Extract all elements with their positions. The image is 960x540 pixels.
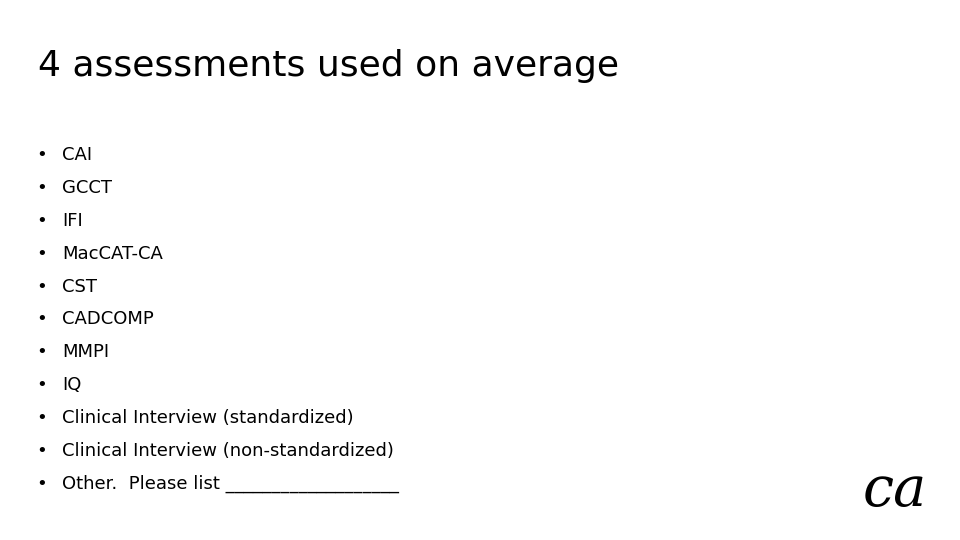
- Text: •: •: [36, 179, 47, 197]
- Text: 4 assessments used on average: 4 assessments used on average: [38, 49, 619, 83]
- Text: •: •: [36, 442, 47, 460]
- Text: Other.  Please list ___________________: Other. Please list ___________________: [62, 475, 399, 494]
- Text: •: •: [36, 212, 47, 230]
- Text: •: •: [36, 409, 47, 427]
- Text: •: •: [36, 245, 47, 262]
- Text: CST: CST: [62, 278, 97, 295]
- Text: ca: ca: [862, 464, 926, 518]
- Text: MMPI: MMPI: [62, 343, 109, 361]
- Text: MacCAT-CA: MacCAT-CA: [62, 245, 163, 262]
- Text: CAI: CAI: [62, 146, 92, 164]
- Text: •: •: [36, 475, 47, 493]
- Text: •: •: [36, 310, 47, 328]
- Text: •: •: [36, 146, 47, 164]
- Text: Clinical Interview (standardized): Clinical Interview (standardized): [62, 409, 354, 427]
- Text: Clinical Interview (non-standardized): Clinical Interview (non-standardized): [62, 442, 395, 460]
- Text: CADCOMP: CADCOMP: [62, 310, 155, 328]
- Text: IQ: IQ: [62, 376, 82, 394]
- Text: IFI: IFI: [62, 212, 84, 230]
- Text: •: •: [36, 343, 47, 361]
- Text: •: •: [36, 376, 47, 394]
- Text: •: •: [36, 278, 47, 295]
- Text: GCCT: GCCT: [62, 179, 112, 197]
